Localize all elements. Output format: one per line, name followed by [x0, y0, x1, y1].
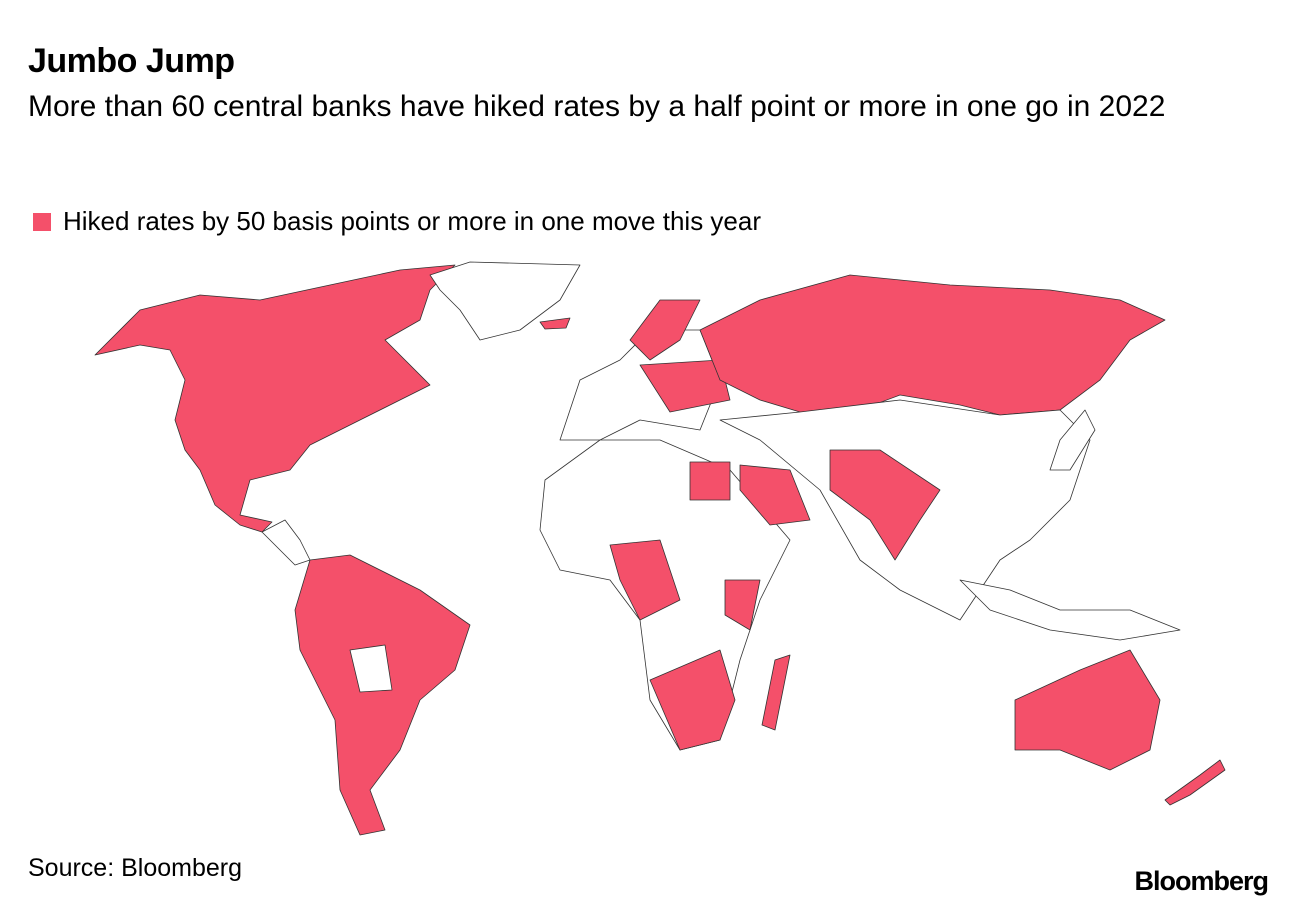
- east-africa: [724, 579, 761, 631]
- source: Source: Bloomberg: [28, 854, 243, 882]
- north-america: [94, 264, 456, 533]
- japan: [1049, 409, 1096, 471]
- subtitle: More than 60 central banks have hiked ra…: [28, 90, 1166, 123]
- title: Jumbo Jump: [28, 42, 235, 80]
- australia: [1014, 649, 1161, 771]
- iceland: [539, 317, 571, 330]
- central-america: [261, 519, 311, 566]
- legend-label: Hiked rates by 50 basis points or more i…: [63, 206, 762, 236]
- legend: Hiked rates by 50 basis points or more i…: [33, 206, 761, 237]
- india: [829, 449, 941, 561]
- southern-africa: [649, 649, 736, 751]
- new-zealand: [1164, 759, 1226, 806]
- madagascar: [761, 654, 791, 731]
- russia: [699, 274, 1166, 416]
- legend-swatch: [33, 212, 51, 231]
- egypt: [689, 461, 731, 501]
- saudi-arabia: [739, 464, 811, 526]
- indonesia: [959, 579, 1181, 641]
- scandinavia: [629, 299, 701, 361]
- eastern-europe: [639, 359, 731, 413]
- bolivia: [349, 644, 393, 693]
- greenland: [429, 261, 581, 341]
- countries: [94, 261, 1226, 836]
- central-africa: [609, 539, 681, 621]
- south-america: [294, 554, 471, 836]
- logo: Bloomberg: [1134, 866, 1269, 896]
- world-map: [94, 261, 1226, 836]
